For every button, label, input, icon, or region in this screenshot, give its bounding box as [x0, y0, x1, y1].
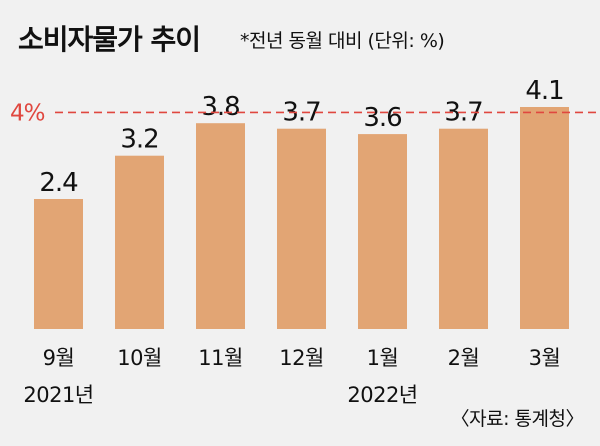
data-label: 4.1: [525, 76, 563, 106]
data-label: 3.7: [282, 98, 320, 128]
bar: [277, 128, 326, 329]
category-label: 10월: [117, 346, 162, 370]
data-label: 3.8: [201, 92, 239, 122]
data-label: 3.6: [363, 103, 401, 133]
source-note: 〈자료: 통계청〉: [450, 408, 585, 430]
chart-subtitle: *전년 동월 대비 (단위: %): [240, 30, 445, 52]
bar: [358, 134, 407, 329]
chart-title: 소비자물가 추이: [18, 23, 201, 56]
category-label: 12월: [279, 346, 324, 370]
category-label: 2월: [448, 346, 480, 370]
category-sublabel: 2021년: [23, 383, 93, 407]
category-sublabel: 2022년: [347, 383, 417, 407]
bar: [439, 128, 488, 329]
category-label: 3월: [529, 346, 561, 370]
data-label: 3.2: [120, 125, 158, 155]
bar: [520, 107, 569, 329]
category-label: 11월: [198, 346, 243, 370]
reference-line-label: 4%: [10, 100, 45, 126]
bar: [34, 199, 83, 329]
bar: [115, 155, 164, 329]
category-label: 1월: [367, 346, 399, 370]
bar: [196, 123, 245, 329]
data-label: 2.4: [39, 168, 78, 198]
category-label: 9월: [43, 346, 75, 370]
